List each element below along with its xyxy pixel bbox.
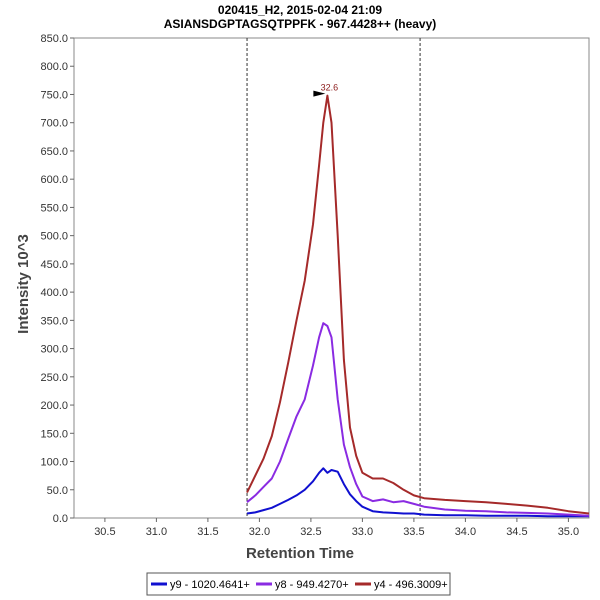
y-axis-title: Intensity 10^3 bbox=[15, 234, 32, 334]
y-tick-label: 300.0 bbox=[40, 344, 68, 356]
x-axis-title: Retention Time bbox=[246, 545, 354, 562]
x-tick-label: 32.0 bbox=[249, 526, 270, 538]
y-tick-label: 150.0 bbox=[40, 428, 68, 440]
y-tick-label: 250.0 bbox=[40, 372, 68, 384]
chromatogram-traces bbox=[246, 94, 590, 518]
y-tick-label: 100.0 bbox=[40, 457, 68, 469]
x-tick-label: 31.0 bbox=[146, 526, 167, 538]
y-tick-label: 50.0 bbox=[47, 485, 68, 497]
y-tick-label: 700.0 bbox=[40, 118, 68, 130]
y-tick-label: 800.0 bbox=[40, 61, 68, 73]
y-tick-label: 400.0 bbox=[40, 287, 68, 299]
peak-marker bbox=[313, 90, 326, 97]
y-tick-label: 0.0 bbox=[53, 513, 68, 525]
peak-annotation: 32.6 bbox=[313, 83, 338, 97]
x-tick-label: 34.5 bbox=[506, 526, 527, 538]
y-axis: 0.0 50.0 100.0 150.0 200.0 250.0 300.0 350.0 400… bbox=[40, 33, 74, 525]
y-tick-label: 750.0 bbox=[40, 89, 68, 101]
series-line-2 bbox=[246, 322, 590, 517]
peak-label: 32.6 bbox=[321, 83, 339, 93]
integration-boundaries bbox=[246, 38, 421, 518]
series-line-3 bbox=[246, 94, 590, 515]
x-tick-label: 33.5 bbox=[403, 526, 424, 538]
chart-subtitle: ASIANSDGPTAGSQTPPFK - 967.4428++ (heavy) bbox=[164, 17, 437, 31]
y-tick-label: 350.0 bbox=[40, 315, 68, 327]
chart-title: 020415_H2, 2015-02-04 21:09 bbox=[218, 3, 382, 17]
legend-label-2: y8 - 949.4270+ bbox=[275, 579, 349, 591]
x-tick-label: 31.5 bbox=[197, 526, 218, 538]
plot-area-frame bbox=[73, 37, 590, 519]
legend: y9 - 1020.4641+ y8 - 949.4270+ y4 - 496.30… bbox=[151, 579, 448, 591]
x-tick-label: 33.0 bbox=[352, 526, 373, 538]
legend-box bbox=[146, 572, 451, 596]
y-tick-label: 450.0 bbox=[40, 259, 68, 271]
x-tick-label: 34.0 bbox=[455, 526, 476, 538]
y-tick-label: 600.0 bbox=[40, 174, 68, 186]
x-tick-label: 30.5 bbox=[94, 526, 115, 538]
series-line-1 bbox=[246, 467, 589, 518]
y-tick-label: 550.0 bbox=[40, 202, 68, 214]
x-tick-label: 35.0 bbox=[558, 526, 579, 538]
y-tick-label: 200.0 bbox=[40, 400, 68, 412]
y-tick-label: 850.0 bbox=[40, 33, 68, 45]
legend-label-3: y4 - 496.3009+ bbox=[374, 579, 448, 591]
x-axis: 30.5 31.0 31.5 32.0 32.5 33.0 33.5 34.0 34.5 35.0 bbox=[94, 518, 579, 538]
y-tick-label: 500.0 bbox=[40, 231, 68, 243]
y-tick-label: 650.0 bbox=[40, 146, 68, 158]
legend-label-1: y9 - 1020.4641+ bbox=[170, 579, 250, 591]
x-tick-label: 32.5 bbox=[300, 526, 321, 538]
